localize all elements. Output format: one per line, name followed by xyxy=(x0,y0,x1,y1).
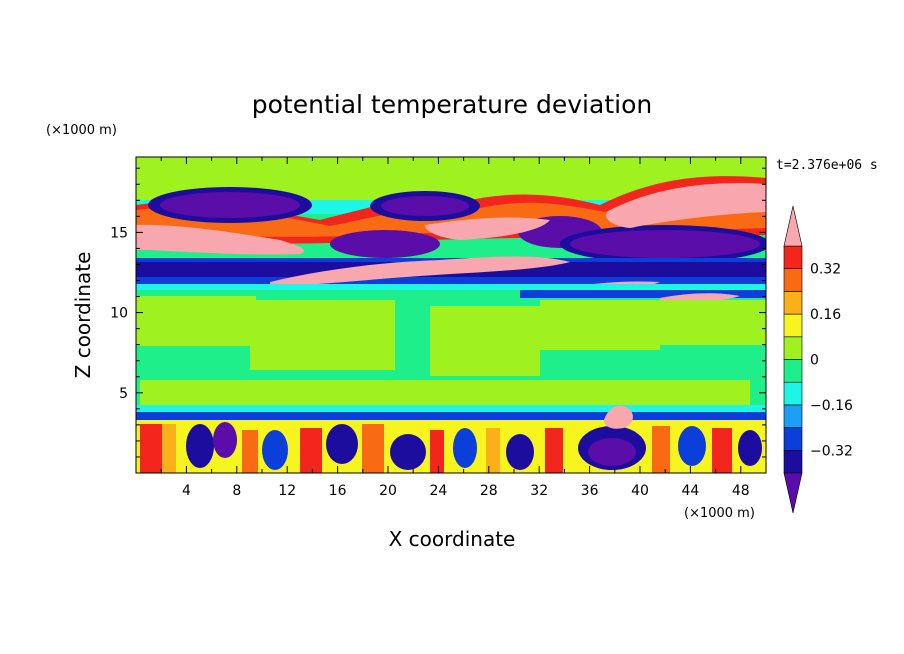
field-cell-blue-1 xyxy=(186,424,214,468)
colorbar: 0.32 0.16 0 −0.16 −0.32 xyxy=(783,205,853,514)
y-axis-title: Z coordinate xyxy=(71,252,95,379)
y-unit-label: (×1000 m) xyxy=(46,123,117,138)
field-patch-green-4 xyxy=(540,300,660,350)
field-patch-green-1 xyxy=(136,296,256,346)
x-tick-label: 36 xyxy=(581,483,599,499)
x-tick-label: 8 xyxy=(232,483,241,499)
colorbar-label: −0.16 xyxy=(810,398,853,414)
colorbar-band xyxy=(783,381,803,406)
y-tick-label: 5 xyxy=(119,386,128,402)
field-pink-mid xyxy=(425,217,550,240)
x-axis-title: X coordinate xyxy=(389,527,516,551)
colorbar-band xyxy=(783,291,803,315)
x-tick-label: 4 xyxy=(182,483,191,499)
colorbar-label: 0.32 xyxy=(810,262,841,278)
x-tick-label: 48 xyxy=(732,483,750,499)
y-axis-ticks: 5 10 15 xyxy=(110,167,766,458)
field-cell-purple-2 xyxy=(588,438,636,466)
chart-title: potential temperature deviation xyxy=(252,90,652,119)
field-cell-red-4 xyxy=(362,424,384,473)
field-cell-orange-1 xyxy=(162,424,176,473)
x-tick-label: 20 xyxy=(379,483,397,499)
field-cell-purple-1 xyxy=(213,422,237,458)
plot-area xyxy=(136,157,766,473)
plot-frame xyxy=(135,156,767,474)
x-tick-label: 24 xyxy=(429,483,447,499)
x-tick-label: 44 xyxy=(681,483,699,499)
field-patch-green-5 xyxy=(660,300,766,345)
colorbar-band xyxy=(783,449,803,474)
y-tick-label: 15 xyxy=(110,225,128,241)
field-cell-red-1 xyxy=(140,424,162,473)
field-band-blue-2 xyxy=(520,290,766,298)
x-tick-label: 40 xyxy=(631,483,649,499)
field-cell-orange-2 xyxy=(486,428,500,473)
x-tick-label: 28 xyxy=(480,483,498,499)
colorbar-bottom-arrow xyxy=(783,472,803,514)
colorbar-band xyxy=(783,313,803,338)
colorbar-band xyxy=(783,336,803,360)
field-patch-green-3 xyxy=(430,306,540,376)
x-tick-label: 16 xyxy=(329,483,347,499)
x-unit-label: (×1000 m) xyxy=(684,506,755,521)
field-blob-purple-1b xyxy=(160,192,300,218)
field-cell-blue-7 xyxy=(678,426,706,466)
colorbar-label: 0.16 xyxy=(810,307,841,323)
field-band-blue-3 xyxy=(136,412,766,420)
colorbar-band xyxy=(783,404,803,428)
field-cell-blue-4 xyxy=(390,434,426,470)
colorbar-band xyxy=(783,359,803,383)
field-blob-purple-5b xyxy=(570,230,760,258)
field-pink-top-right xyxy=(606,183,766,228)
colorbar-label: −0.32 xyxy=(810,443,853,459)
y-tick-label: 10 xyxy=(110,306,128,322)
colorbar-label: 0 xyxy=(810,353,819,369)
field-patch-green-2 xyxy=(250,300,395,370)
x-axis-ticks: 4 8 12 16 20 24 28 32 36 40 44 48 xyxy=(160,157,750,499)
field-cell-pink-plume xyxy=(604,405,633,429)
field-cell-blue-2 xyxy=(262,430,288,470)
field-cell-red-8 xyxy=(712,428,732,473)
field-cell-red-3 xyxy=(300,428,322,473)
field-patch-green-6 xyxy=(140,380,750,408)
time-label: t=2.376e+06 s xyxy=(776,158,878,173)
field-cell-blue-6 xyxy=(506,434,534,470)
field-cell-red-6 xyxy=(545,428,563,473)
field-cell-blue-8 xyxy=(738,430,762,466)
colorbar-band xyxy=(783,245,803,270)
field-cell-red-2 xyxy=(242,430,258,473)
field-cell-blue-3 xyxy=(326,424,358,464)
field-blob-purple-3 xyxy=(330,230,440,258)
field-cell-red-7 xyxy=(652,426,670,473)
field-pink-left xyxy=(136,224,304,255)
field-blob-purple-2b xyxy=(381,196,469,216)
colorbar-top-arrow xyxy=(783,205,803,247)
field-cell-blue-5 xyxy=(453,428,477,468)
x-tick-label: 12 xyxy=(278,483,296,499)
field-pink-tropopause xyxy=(270,256,570,286)
colorbar-band xyxy=(783,268,803,292)
colorbar-band xyxy=(783,427,803,451)
field-band-cyan-2 xyxy=(136,284,766,290)
field-cell-red-5 xyxy=(430,430,444,473)
x-tick-label: 32 xyxy=(530,483,548,499)
